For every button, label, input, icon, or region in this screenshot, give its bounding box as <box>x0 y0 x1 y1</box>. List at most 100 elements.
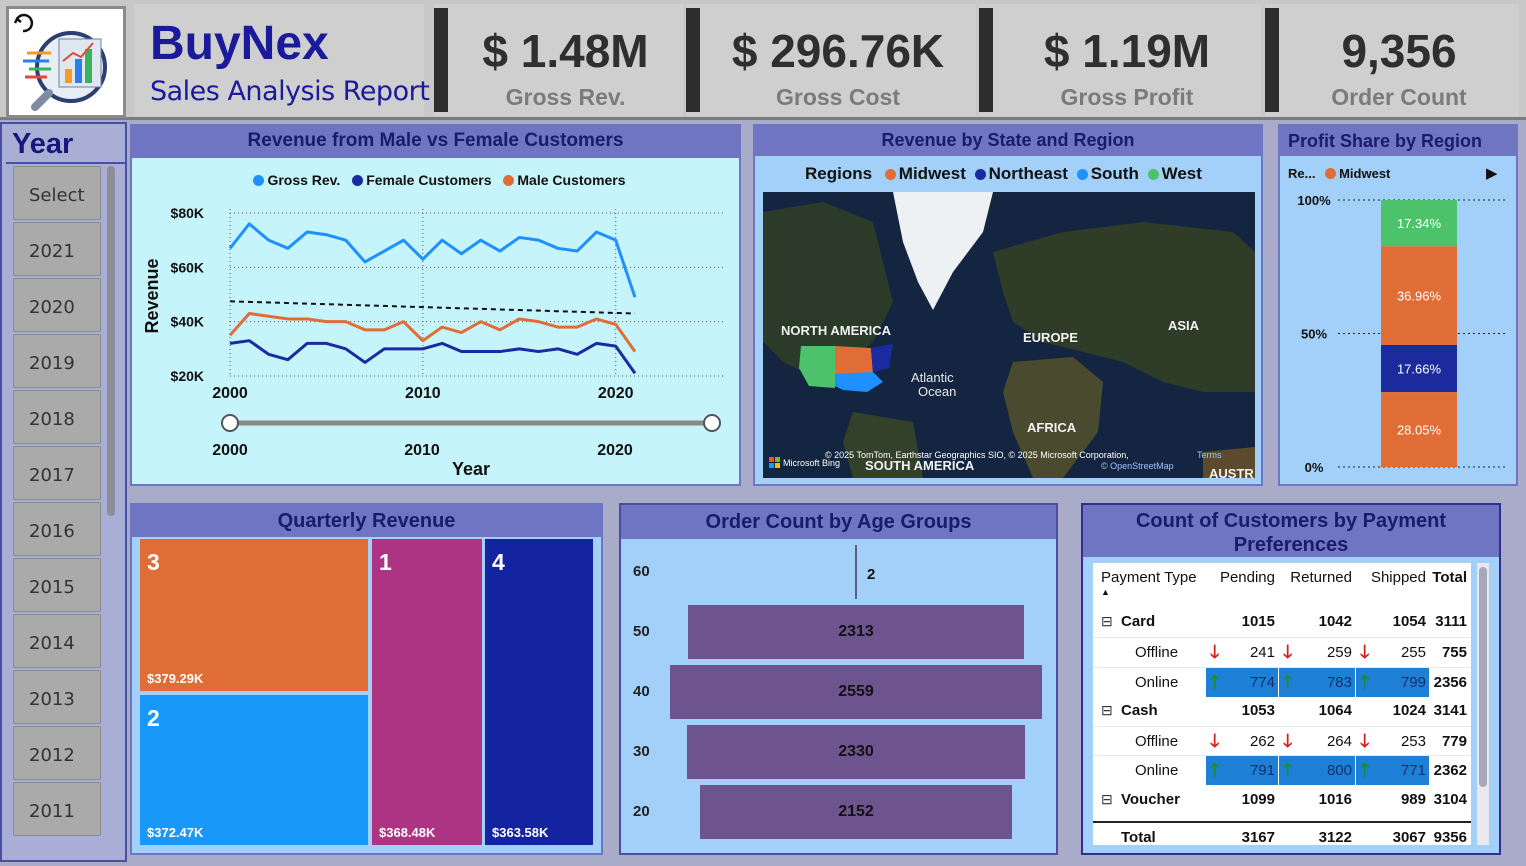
arrow-down-icon: 🡓 <box>1210 642 1220 662</box>
age-bar[interactable]: 2 <box>855 545 875 599</box>
year-option[interactable]: 2015 <box>13 558 101 612</box>
world-map[interactable]: NORTH AMERICA EUROPE ASIA AFRICA SOUTH A… <box>763 192 1255 478</box>
year-option[interactable]: 2018 <box>13 390 101 444</box>
arrow-up-icon: 🡑 <box>1210 760 1220 780</box>
range-slider-end-handle[interactable] <box>703 414 721 432</box>
treemap-tile-q3[interactable]: 3 $379.29K <box>140 539 368 691</box>
land-south-america <box>843 412 923 478</box>
table-group-row[interactable]: Cash ⊟ 1053 1064 1024 3141 <box>1093 696 1471 725</box>
x-tick-label: 2000 <box>212 385 248 402</box>
map-terms-link[interactable]: Terms <box>1197 450 1222 460</box>
table-cell: 989 <box>1356 785 1429 814</box>
profit-segment[interactable] <box>1381 344 1457 393</box>
column-header[interactable]: Shipped <box>1370 569 1426 586</box>
row-label: Card <box>1121 613 1156 630</box>
table-row[interactable]: Online 🡑 774 🡑 783 🡑 799 2356 <box>1093 667 1471 697</box>
table-cell: 1024 <box>1356 696 1429 725</box>
year-scrollbar[interactable] <box>107 166 115 516</box>
arrow-down-icon: 🡓 <box>1283 642 1293 662</box>
cell-value: 1053 <box>1241 702 1275 719</box>
legend-dot <box>1076 169 1088 180</box>
table-cell: 2362 <box>1430 756 1470 785</box>
table-row[interactable]: Offline 🡓 241 🡓 259 🡓 255 755 <box>1093 637 1471 666</box>
profit-segment[interactable] <box>1381 246 1457 345</box>
region-west[interactable] <box>799 346 835 388</box>
land-north-america <box>763 202 893 377</box>
year-option[interactable]: 2011 <box>13 782 101 836</box>
y-tick-label: $20K <box>171 368 204 384</box>
column-header[interactable]: Pending <box>1219 569 1275 586</box>
treemap-tile-q2[interactable]: 2 $372.47K <box>140 695 368 845</box>
region-midwest[interactable] <box>835 346 873 374</box>
legend-female: Female Customers <box>366 172 492 188</box>
panel-title: Count of Customers by Payment Preference… <box>1083 505 1499 557</box>
table-row[interactable]: Online 🡑 791 🡑 800 🡑 771 2362 <box>1093 755 1471 785</box>
bing-label: Microsoft Bing <box>783 458 840 468</box>
range-slider-start-handle[interactable] <box>221 414 239 432</box>
line-chart-legend: Gross Rev. Female Customers Male Custome… <box>132 172 739 188</box>
table-group-row[interactable]: Card ⊟ 1015 1042 1054 3111 <box>1093 607 1471 636</box>
y-tick-label: 100% <box>1297 193 1331 208</box>
age-bar[interactable]: 2313 <box>687 605 1025 659</box>
cell-value: 771 <box>1400 762 1426 779</box>
table-row[interactable]: Offline 🡓 262 🡓 264 🡓 253 779 <box>1093 726 1471 755</box>
year-option[interactable]: 2020 <box>13 278 101 332</box>
legend-northeast: Northeast <box>988 164 1068 183</box>
logo <box>6 6 126 118</box>
age-group-label: 20 <box>633 803 650 820</box>
age-bar[interactable]: 2330 <box>686 725 1026 779</box>
profit-segment[interactable] <box>1381 392 1457 468</box>
year-select-all[interactable]: Select <box>13 166 101 220</box>
cell-value: 2356 <box>1433 674 1467 691</box>
tile-quarter: 2 <box>147 705 160 731</box>
x-tick-label: 2010 <box>405 385 441 402</box>
legend-dot <box>1325 168 1337 179</box>
line-chart: $80K $60K $40K $20K 2000 2010 2020 Revenue 2000 2… <box>142 205 724 479</box>
series-line-2[interactable] <box>228 312 637 353</box>
segment-label: 28.05% <box>1397 423 1442 438</box>
treemap-tile-q4[interactable]: 4 $363.58K <box>485 539 593 845</box>
treemap-tile-q1[interactable]: 1 $368.48K <box>372 539 482 845</box>
year-option[interactable]: 2014 <box>13 614 101 668</box>
profit-segment[interactable] <box>1381 200 1457 247</box>
table-cell: 🡑 800 <box>1279 756 1355 785</box>
year-option[interactable]: 2017 <box>13 446 101 500</box>
table-cell: 🡑 799 <box>1356 668 1429 697</box>
collapse-icon[interactable]: ⊟ <box>1101 791 1113 807</box>
age-bar[interactable]: 2559 <box>670 665 1042 719</box>
gender-revenue-panel: Revenue from Male vs Female Customers Gr… <box>130 124 741 486</box>
table-scrollbar[interactable] <box>1479 567 1487 787</box>
year-option[interactable]: 2013 <box>13 670 101 724</box>
table-cell: 🡑 791 <box>1206 756 1278 785</box>
table-group-row[interactable]: Voucher ⊟ 1099 1016 989 3104 <box>1093 785 1471 814</box>
series-line-1[interactable] <box>229 339 637 375</box>
cell-value: 3111 <box>1435 613 1467 630</box>
panel-title: Order Count by Age Groups <box>621 505 1056 539</box>
age-groups-panel: Order Count by Age Groups 60 2 50 2313 40 255… <box>619 503 1058 855</box>
row-label: Cash <box>1121 702 1158 719</box>
region-northeast[interactable] <box>871 344 893 372</box>
region-south[interactable] <box>835 372 883 392</box>
legend-next-arrow-icon[interactable]: ▶ <box>1486 164 1498 182</box>
y-axis-label: Revenue <box>142 258 162 333</box>
series-line-0[interactable] <box>228 222 637 298</box>
year-option[interactable]: 2016 <box>13 502 101 556</box>
cell-value: 783 <box>1326 674 1352 691</box>
map-osm-link[interactable]: © OpenStreetMap <box>1101 461 1174 471</box>
kpi-gross-profit: $ 1.19M Gross Profit <box>979 4 1261 116</box>
collapse-icon[interactable]: ⊟ <box>1101 702 1113 718</box>
cell-value: 1042 <box>1318 613 1352 630</box>
column-header[interactable]: Total <box>1432 569 1467 586</box>
year-option[interactable]: 2012 <box>13 726 101 780</box>
row-label: Online <box>1135 674 1179 691</box>
table-cell: 🡓 262 <box>1206 727 1278 756</box>
collapse-icon[interactable]: ⊟ <box>1101 613 1113 629</box>
table-cell: 2356 <box>1430 668 1470 697</box>
column-header[interactable]: Returned <box>1290 569 1352 586</box>
year-option[interactable]: 2019 <box>13 334 101 388</box>
column-header[interactable]: Payment Type <box>1101 569 1197 586</box>
year-option[interactable]: 2021 <box>13 222 101 276</box>
table-cell: 1099 <box>1206 785 1278 814</box>
age-bar[interactable]: 2152 <box>699 785 1013 839</box>
cell-value: 241 <box>1249 644 1275 661</box>
